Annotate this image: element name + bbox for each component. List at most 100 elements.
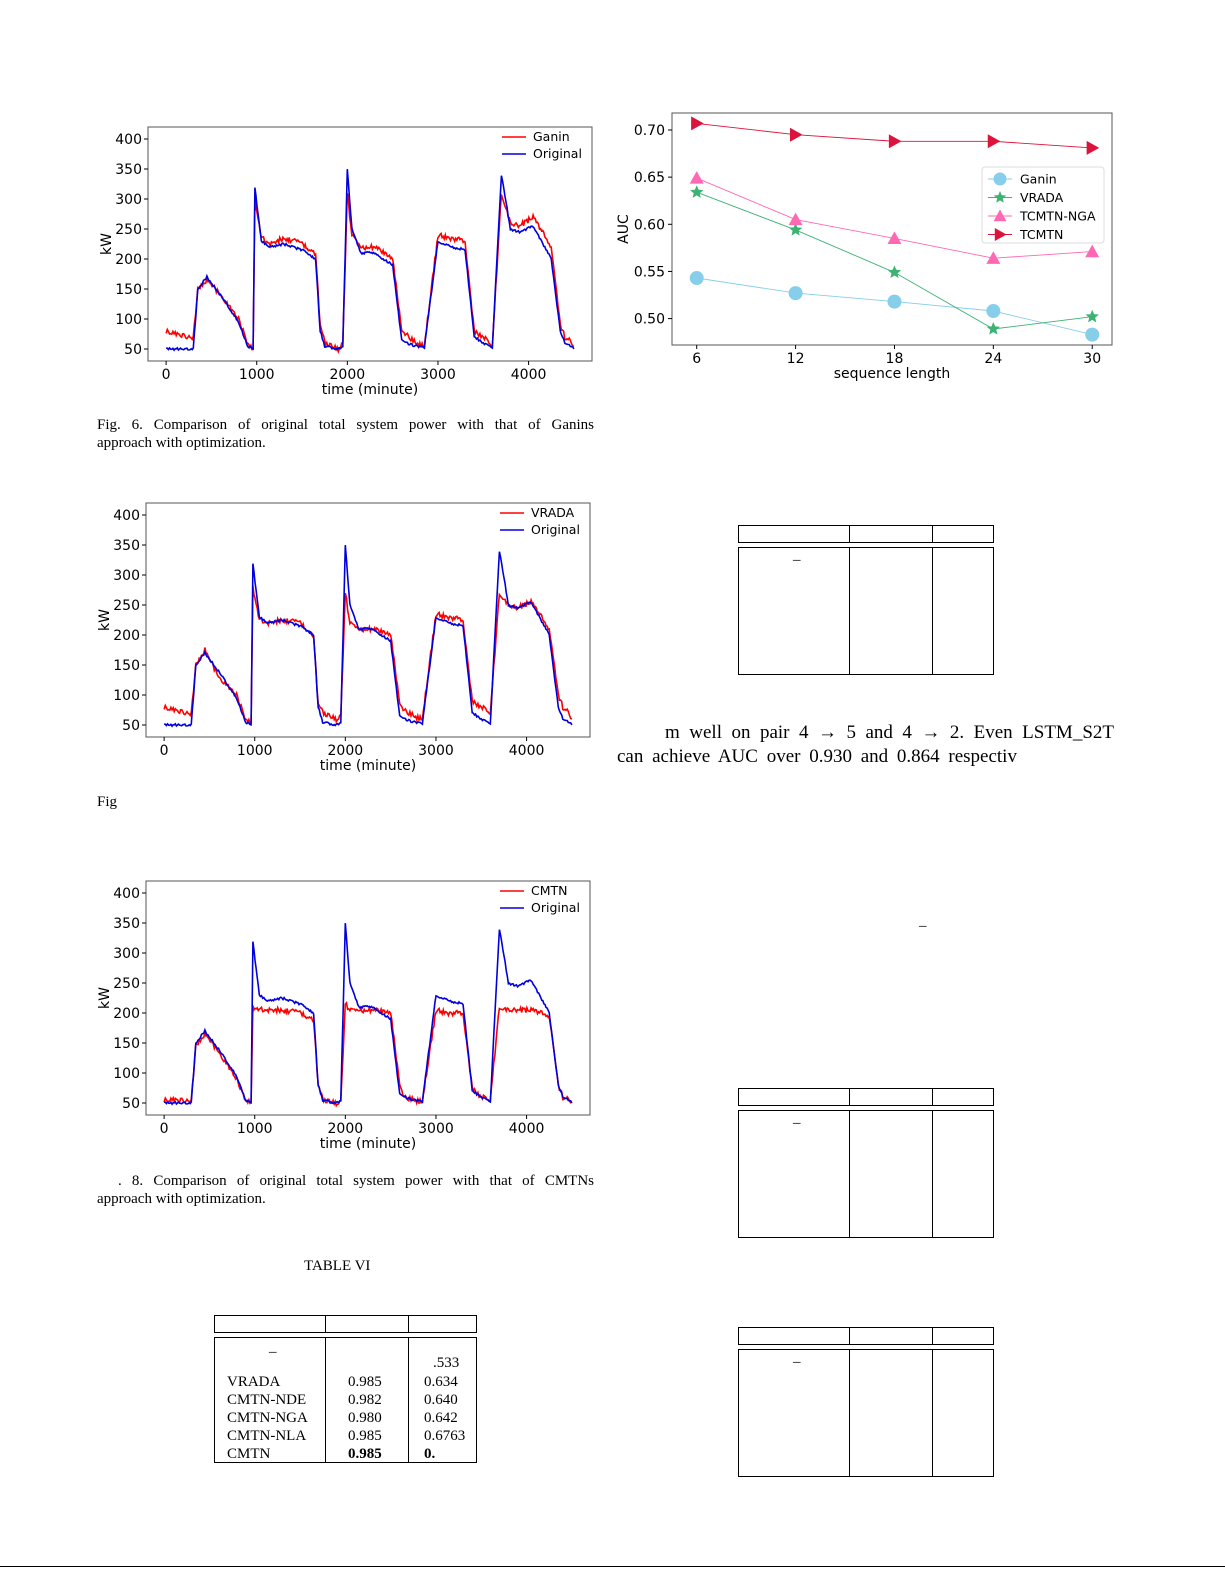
y-tick-label: 300 (113, 946, 140, 962)
table-cell-value-2: 0.634 (424, 1374, 458, 1390)
y-axis-label: AUC (616, 214, 632, 244)
y-tick-label: 50 (122, 718, 140, 734)
table-6-title: TABLE VI (304, 1258, 371, 1274)
plot-frame (145, 880, 591, 1116)
data-point-ganin (887, 294, 902, 309)
figure-8-caption: . 8. Comparison of original total system… (97, 1172, 594, 1208)
table-header-row (738, 1327, 994, 1345)
table-header-row (738, 525, 994, 543)
x-tick-label: 30 (1083, 351, 1101, 367)
legend-label: Original (531, 900, 580, 915)
table-cell-value-1: 0.980 (348, 1410, 382, 1426)
data-point-tcmtn-nga (689, 171, 704, 184)
data-point-ganin (788, 286, 803, 301)
legend-label: Original (531, 522, 580, 537)
y-tick-label: 300 (113, 568, 140, 584)
empty-table-2: – (738, 1088, 994, 1238)
y-tick-label: 400 (113, 508, 140, 524)
y-tick-label: 350 (113, 916, 140, 932)
y-tick-label: 150 (113, 1036, 140, 1052)
x-tick-label: 3000 (420, 367, 456, 383)
y-axis-label: kW (97, 987, 113, 1009)
stray-dash: – (919, 918, 927, 934)
y-tick-label: 100 (113, 688, 140, 704)
legend-label: CMTN (531, 883, 568, 898)
table-cell-value-2: 0. (424, 1446, 436, 1462)
figure-6-caption: Fig. 6. Comparison of original total sys… (97, 416, 594, 452)
x-axis-label: time (minute) (320, 1136, 416, 1152)
table-cell-name: VRADA (227, 1374, 281, 1390)
caption-line: Fig (97, 794, 118, 810)
y-tick-label: 350 (113, 538, 140, 554)
legend-marker (993, 172, 1007, 186)
table-body: – (738, 1349, 994, 1477)
legend-marker (993, 209, 1007, 222)
paragraph-line-2: can achieve AUC over 0.930 and 0.864 res… (617, 746, 1017, 767)
data-point-vrada (887, 265, 902, 278)
y-tick-label: 200 (115, 252, 142, 268)
y-tick-label: 100 (115, 312, 142, 328)
table-header-row (214, 1315, 477, 1333)
data-point-ganin (689, 271, 704, 286)
legend-label: TCMTN-NGA (1019, 209, 1096, 224)
x-tick-label: 2000 (328, 743, 364, 759)
data-point-vrada (1085, 309, 1099, 323)
table-cell-name: CMTN-NLA (227, 1428, 307, 1444)
data-point-ganin (986, 304, 1001, 319)
data-point-vrada (986, 322, 1000, 335)
series-line-original (166, 169, 575, 352)
table-body: – (738, 547, 994, 675)
x-axis-label: time (minute) (320, 758, 416, 774)
x-tick-label: 2000 (330, 367, 366, 383)
legend-label: Ganin (1020, 172, 1057, 187)
y-tick-label: 200 (113, 628, 140, 644)
series-line-ganin (165, 193, 574, 355)
table-cell-name: CMTN (227, 1446, 271, 1462)
data-point-tcmtn-nga (788, 212, 803, 226)
x-tick-label: 18 (886, 351, 904, 367)
x-tick-label: 4000 (511, 367, 547, 383)
legend-label: TCMTN (1019, 227, 1063, 242)
page-bottom-rule (0, 1566, 1225, 1567)
x-tick-label: 0 (160, 1121, 169, 1137)
x-axis-label: time (minute) (322, 382, 418, 398)
x-axis-label: sequence length (834, 366, 951, 382)
table-cell-value-1: 0.985 (348, 1374, 382, 1390)
empty-table-1: – (738, 525, 994, 675)
table-cell-value-2: 0.642 (424, 1410, 458, 1426)
table-header-row (738, 1088, 994, 1106)
y-tick-label: 0.50 (634, 312, 665, 328)
x-tick-label: 3000 (418, 1121, 454, 1137)
table-dash: – (793, 1354, 801, 1370)
y-tick-label: 250 (113, 976, 140, 992)
legend-box (981, 166, 1105, 244)
caption-line: Fig. 6. Comparison of original total sys… (97, 417, 594, 433)
data-point-tcmtn (1086, 140, 1100, 155)
legend-label: Original (533, 146, 582, 161)
plot-frame (147, 126, 593, 362)
x-tick-label: 0 (160, 743, 169, 759)
data-point-tcmtn-nga (1085, 244, 1100, 258)
caption-line: approach with optimization. (97, 435, 266, 451)
series-line-vrada (163, 585, 573, 725)
x-tick-label: 24 (984, 351, 1002, 367)
legend-marker (994, 228, 1007, 241)
caption-line: . 8. Comparison of original total system… (118, 1173, 594, 1189)
x-tick-label: 4000 (509, 743, 545, 759)
figure-6-chart: 400 350 300 250 200 150 100 50 0 1000 2000 3000 4000… (99, 126, 593, 398)
table-6: – .533 VRADA 0.985 0.634 CMTN-NDE 0.982 … (214, 1315, 477, 1463)
y-tick-label: 50 (124, 342, 142, 358)
y-tick-label: 50 (122, 1096, 140, 1112)
caption-line: approach with optimization. (97, 1191, 266, 1207)
plot-frame (145, 502, 591, 738)
table-cell-name: CMTN-NGA (227, 1410, 308, 1426)
data-point-vrada (788, 222, 803, 236)
plot-frame (671, 112, 1113, 346)
figure-8-chart: 400 350 300 250 200 150 100 50 0 1000 2000 3000 4000… (97, 880, 591, 1152)
data-point-tcmtn-nga (887, 231, 902, 245)
y-tick-label: 100 (113, 1066, 140, 1082)
table-cell-value-1: 0.982 (348, 1392, 382, 1408)
x-tick-label: 0 (162, 367, 171, 383)
y-tick-label: 400 (113, 886, 140, 902)
table-body: – (738, 1110, 994, 1238)
